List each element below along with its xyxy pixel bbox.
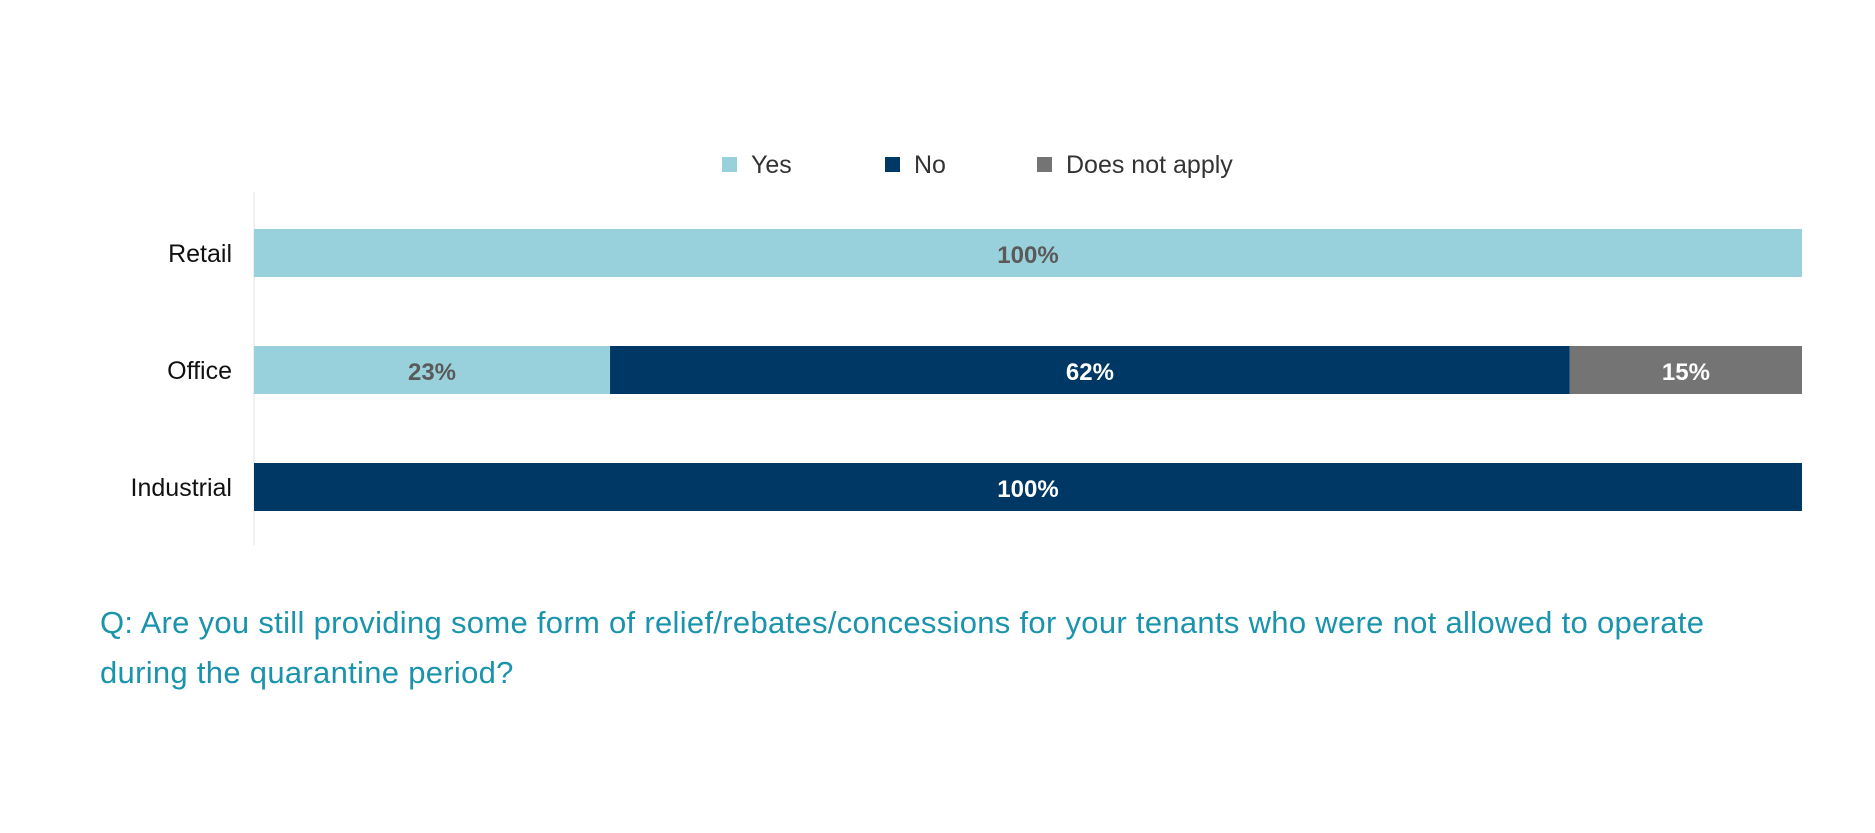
bar-office-yes xyxy=(254,346,611,394)
legend-swatch-does-not-apply xyxy=(1037,157,1052,172)
category-label-industrial: Industrial xyxy=(131,474,232,502)
legend-label-does-not-apply: Does not apply xyxy=(1066,151,1233,179)
category-labels: Retail Office Industrial xyxy=(131,240,232,502)
value-label-office-yes: 23% xyxy=(408,359,456,386)
legend-swatch-yes xyxy=(722,157,737,172)
question-caption: Q: Are you still providing some form of … xyxy=(100,605,1705,690)
value-labels: 100% 23% 62% 15% 100% xyxy=(408,242,1710,503)
bar-industrial-no xyxy=(254,463,1802,511)
value-label-office-does-not-apply: 15% xyxy=(1662,359,1710,386)
legend-swatch-no xyxy=(885,157,900,172)
value-label-retail-yes: 100% xyxy=(997,242,1058,269)
legend-label-no: No xyxy=(914,151,946,179)
value-label-office-no: 62% xyxy=(1066,359,1114,386)
category-label-retail: Retail xyxy=(168,240,232,268)
bar-office-does-not-apply xyxy=(1569,346,1802,394)
bar-office-no xyxy=(610,346,1570,394)
value-label-industrial-no: 100% xyxy=(997,476,1058,503)
category-label-office: Office xyxy=(167,357,232,385)
bars xyxy=(254,229,1802,511)
legend-label-yes: Yes xyxy=(751,151,792,179)
bar-retail-yes xyxy=(254,229,1802,277)
legend: Yes No Does not apply xyxy=(722,151,1233,179)
